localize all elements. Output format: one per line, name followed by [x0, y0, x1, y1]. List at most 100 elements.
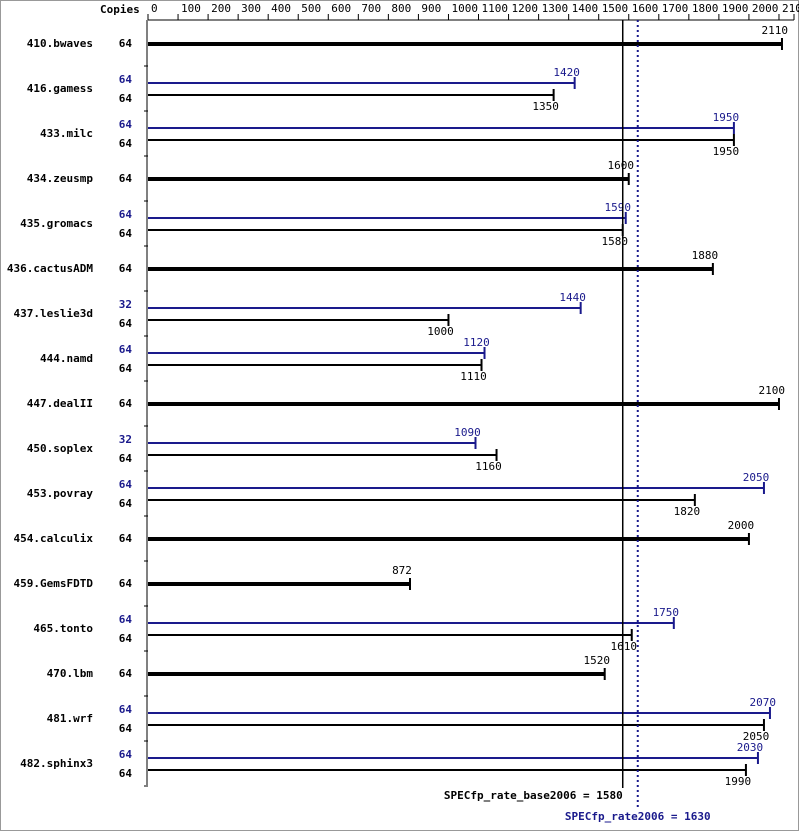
x-tick-label: 1200	[512, 2, 538, 15]
peak-copies: 32	[119, 298, 132, 311]
value-label: 1950	[713, 111, 740, 124]
x-tick-label: 1800	[692, 2, 719, 15]
base-bar	[148, 578, 412, 590]
x-tick-label: 700	[361, 2, 381, 15]
peak-bar	[148, 482, 765, 494]
x-tick-label: 2100	[782, 2, 799, 15]
copies: 64	[119, 667, 133, 680]
value-label: 1580	[601, 235, 628, 248]
value-label: 1590	[604, 201, 631, 214]
benchmark-name: 410.bwaves	[27, 37, 93, 50]
base-bar	[148, 359, 483, 371]
value-label: 2050	[743, 730, 770, 743]
value-label: 1120	[463, 336, 490, 349]
copies-header: Copies	[100, 3, 140, 16]
benchmark-name: 482.sphinx3	[20, 757, 93, 770]
value-label: 2000	[728, 519, 755, 532]
copies: 64	[119, 577, 133, 590]
peak-bar	[148, 437, 477, 449]
peak-bar	[148, 752, 759, 764]
peak-bar	[148, 302, 582, 314]
x-tick-label: 2000	[752, 2, 779, 15]
peak-copies: 64	[119, 613, 133, 626]
value-label: 1440	[559, 291, 586, 304]
value-label: 1160	[475, 460, 502, 473]
x-tick-label: 500	[301, 2, 321, 15]
base-bar	[148, 173, 630, 185]
copies: 64	[119, 172, 133, 185]
peak-copies: 64	[119, 748, 133, 761]
base-copies: 64	[119, 362, 133, 375]
base-bar	[148, 629, 633, 641]
value-label: 1520	[583, 654, 610, 667]
value-label: 1000	[427, 325, 454, 338]
base-copies: 64	[119, 452, 133, 465]
base-copies: 64	[119, 722, 133, 735]
x-tick-label: 600	[331, 2, 351, 15]
peak-copies: 64	[119, 478, 133, 491]
peak-copies: 64	[119, 208, 133, 221]
value-label: 1610	[610, 640, 637, 653]
peak-copies: 64	[119, 118, 133, 131]
base-bar	[148, 89, 555, 101]
base-bar	[148, 764, 747, 776]
base-bar	[148, 668, 606, 680]
base-copies: 64	[119, 497, 133, 510]
copies: 64	[119, 397, 133, 410]
base-copies: 64	[119, 137, 133, 150]
value-label: 1420	[553, 66, 580, 79]
x-tick-label: 300	[241, 2, 261, 15]
peak-copies: 64	[119, 73, 133, 86]
reference-label: SPECfp_rate_base2006 = 1580	[444, 789, 623, 802]
base-bar	[148, 134, 735, 146]
base-bar	[148, 449, 498, 461]
benchmark-name: 416.gamess	[27, 82, 93, 95]
x-tick-label: 1400	[572, 2, 599, 15]
benchmark-name: 434.zeusmp	[27, 172, 94, 185]
base-copies: 64	[119, 767, 133, 780]
base-bar	[148, 494, 696, 506]
value-label: 2110	[761, 24, 788, 37]
benchmark-name: 437.leslie3d	[14, 307, 93, 320]
value-label: 1750	[653, 606, 680, 619]
benchmark-name: 470.lbm	[47, 667, 94, 680]
x-tick-label: 1000	[451, 2, 478, 15]
peak-bar	[148, 212, 627, 224]
peak-bar	[148, 347, 486, 359]
value-label: 1600	[607, 159, 634, 172]
base-copies: 64	[119, 227, 133, 240]
benchmark-name: 459.GemsFDTD	[14, 577, 94, 590]
benchmark-name: 436.cactusADM	[7, 262, 93, 275]
base-bar	[148, 533, 750, 545]
base-bar	[148, 263, 714, 275]
reference-label: SPECfp_rate2006 = 1630	[565, 810, 711, 823]
benchmark-name: 433.milc	[40, 127, 93, 140]
copies: 64	[119, 532, 133, 545]
x-tick-label: 1600	[632, 2, 659, 15]
benchmark-name: 465.tonto	[33, 622, 93, 635]
peak-copies: 64	[119, 703, 133, 716]
value-label: 1950	[713, 145, 740, 158]
value-label: 2100	[758, 384, 785, 397]
base-copies: 64	[119, 92, 133, 105]
benchmark-name: 447.dealII	[27, 397, 93, 410]
peak-copies: 32	[119, 433, 132, 446]
benchmark-name: 435.gromacs	[20, 217, 93, 230]
benchmark-name: 454.calculix	[14, 532, 94, 545]
value-label: 2070	[749, 696, 776, 709]
benchmark-name: 481.wrf	[47, 712, 93, 725]
peak-bar	[148, 617, 675, 629]
x-tick-label: 900	[421, 2, 441, 15]
benchmark-name: 444.namd	[40, 352, 93, 365]
copies: 64	[119, 262, 133, 275]
base-copies: 64	[119, 632, 133, 645]
peak-bar	[148, 122, 735, 134]
x-tick-label: 1700	[662, 2, 689, 15]
value-label: 1350	[532, 100, 559, 113]
x-tick-label: 2150	[797, 2, 799, 15]
base-bar	[148, 398, 780, 410]
peak-bar	[148, 77, 576, 89]
base-bar	[148, 719, 765, 731]
base-bar	[148, 38, 783, 50]
